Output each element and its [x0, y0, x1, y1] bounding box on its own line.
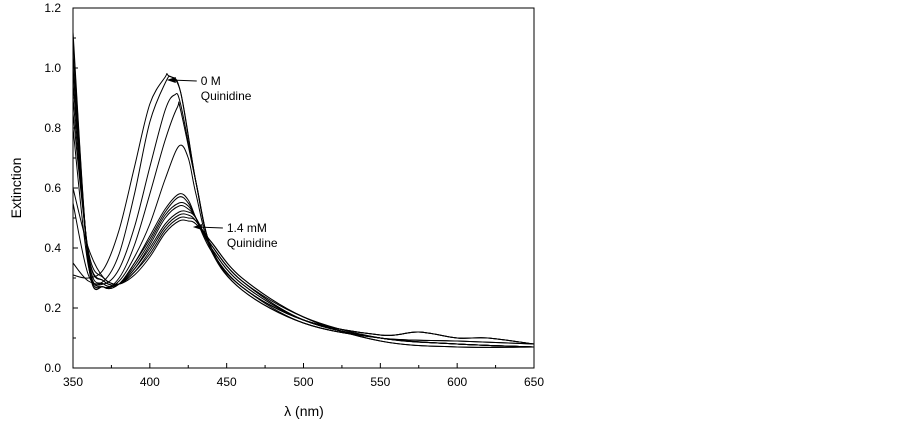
spectrum-line-8 — [72, 52, 535, 348]
x-tick-label: 650 — [524, 375, 544, 389]
x-axis-title: λ (nm) — [284, 403, 324, 419]
annotation-text: 0 M — [201, 74, 221, 88]
y-tick-label: 0.6 — [44, 181, 61, 195]
annotation-text: Quinidine — [201, 89, 252, 103]
spectrum-line-10 — [72, 82, 535, 348]
y-axis-title: Extinction — [8, 158, 24, 219]
y-tick-label: 0.8 — [44, 121, 61, 135]
x-tick-label: 350 — [63, 375, 83, 389]
spectrum-line-11 — [72, 97, 535, 348]
series-layer — [72, 31, 535, 348]
annotation-text: Quinidine — [227, 236, 278, 250]
x-tick-label: 500 — [293, 375, 313, 389]
y-tick-label: 1.0 — [44, 61, 61, 75]
annotation-arrowhead — [166, 77, 176, 83]
plot-area — [72, 7, 535, 369]
annotation-arrowhead — [192, 224, 202, 230]
y-tick-label: 0.4 — [44, 241, 61, 255]
spectrum-line-3 — [72, 93, 535, 345]
spectrum-line-5 — [72, 67, 535, 345]
x-tick-label: 550 — [370, 375, 390, 389]
spectrum-line-12 — [72, 112, 535, 348]
x-tick-label: 400 — [140, 375, 160, 389]
x-tick-label: 600 — [447, 375, 467, 389]
y-tick-label: 0.0 — [44, 361, 61, 375]
axes-layer: 350 400 450 500 550 600 650 0.0 0.2 0.4 0.6 0.8 1.0 1… — [44, 1, 544, 389]
spectrum-line-13 — [72, 187, 535, 348]
x-tick-label: 450 — [217, 375, 237, 389]
spectrum-line-9 — [72, 67, 535, 348]
annotation-text: 1.4 mM — [227, 221, 267, 235]
plot-frame — [72, 7, 535, 369]
spectrum-line-4 — [72, 101, 535, 345]
spectrum-line-6 — [72, 31, 535, 348]
spectrum-line-1 — [72, 73, 535, 345]
spectrum-line-7 — [72, 37, 535, 348]
y-tick-label: 1.2 — [44, 1, 61, 15]
y-tick-label: 0.2 — [44, 301, 61, 315]
spectrum-line-2 — [72, 75, 535, 345]
